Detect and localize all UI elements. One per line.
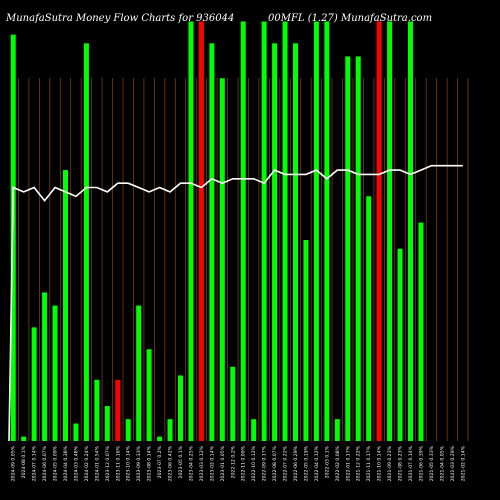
- bar: [198, 21, 204, 441]
- x-tick-label: 2023-04 0.25%: [188, 445, 194, 481]
- bar: [188, 21, 194, 441]
- bar: [355, 56, 361, 441]
- x-tick-label: 2022-06 0.29%: [293, 445, 299, 481]
- x-tick-label: 2023-12 0.07%: [105, 445, 111, 481]
- x-tick-label: 2021-09 0.23%: [387, 445, 393, 481]
- x-tick-label: 2024-05 0.09%: [53, 445, 59, 481]
- x-tick-label: 2021-11 0.17%: [366, 445, 372, 481]
- bar: [240, 21, 246, 441]
- bar: [376, 21, 382, 441]
- x-tick-label: 2022-02 0.08%: [335, 445, 341, 481]
- x-tick-label: 2021-03 0.29%: [450, 445, 456, 481]
- bar: [125, 419, 131, 441]
- x-tick-label: 2022-07 0.22%: [283, 445, 289, 481]
- chart-title: MunafaSutra Money Flow Charts for 936044…: [5, 13, 432, 24]
- x-tick-label: 2023-03 0.12%: [199, 445, 205, 481]
- money-flow-line: [8, 164, 463, 442]
- bar: [94, 379, 100, 441]
- bar: [146, 349, 152, 441]
- bar-series: [10, 21, 424, 442]
- bar: [167, 419, 173, 441]
- bar: [209, 43, 215, 442]
- x-tick-labels: 2024-09 0.05% 2024-08 0.1% 2024-07 0.14% 20…: [11, 445, 467, 481]
- x-tick-label: 2024-07 0.14%: [32, 445, 38, 481]
- x-tick-label: 2021-12 0.22%: [356, 445, 362, 481]
- x-tick-label: 2022-01 0.17%: [345, 445, 351, 481]
- x-tick-label: 2023-06 0.42%: [168, 445, 174, 481]
- x-tick-label: 2023-09 0.33%: [136, 445, 142, 481]
- x-tick-label: 2023-01 0.05%: [220, 445, 226, 481]
- bar: [261, 21, 267, 441]
- x-tick-label: 2023-11 0.16%: [115, 445, 121, 481]
- x-tick-label: 2021-05 0.33%: [429, 445, 435, 481]
- x-tick-label: 2021-02 0.14%: [460, 445, 466, 481]
- bar: [136, 305, 142, 441]
- bar: [31, 327, 37, 441]
- x-tick-label: 2021-06 0.39%: [418, 445, 424, 481]
- x-tick-label: 2022-12 0.2%: [230, 445, 236, 478]
- bar: [334, 419, 340, 441]
- x-tick-label: 2023-05 0.1%: [178, 445, 184, 478]
- bar: [397, 248, 403, 441]
- bar: [408, 21, 413, 441]
- bar: [63, 170, 68, 441]
- bar: [104, 406, 110, 441]
- bar: [10, 34, 16, 442]
- bar: [157, 436, 163, 441]
- x-tick-label: 2021-08 0.23%: [398, 445, 404, 481]
- x-tick-label: 2024-04 0.38%: [63, 445, 69, 481]
- bar: [324, 21, 330, 441]
- chart-title-left: MunafaSutra Money Flow Charts for 936044: [5, 13, 234, 24]
- x-tick-label: 2021-07 0.14%: [408, 445, 414, 481]
- x-tick-label: 2022-05 0.19%: [303, 445, 309, 481]
- bar: [21, 436, 27, 441]
- bar: [303, 239, 309, 441]
- bar: [313, 21, 319, 441]
- x-tick-label: 2024-09 0.05%: [11, 445, 17, 481]
- x-tick-label: 2024-01 0.54%: [94, 445, 100, 481]
- x-tick-label: 2022-04 0.12%: [314, 445, 320, 481]
- bar: [73, 423, 79, 441]
- x-tick-label: 2023-07 0.2%: [157, 445, 163, 478]
- bar: [178, 375, 183, 441]
- x-tick-label: 2024-08 0.1%: [21, 445, 27, 478]
- x-tick-label: 2021-04 0.05%: [439, 445, 445, 481]
- x-tick-label: 2022-09 0.17%: [262, 445, 268, 481]
- bar: [282, 21, 288, 441]
- x-tick-label: 2024-03 0.48%: [73, 445, 79, 481]
- x-tick-label: 2024-02 0.24%: [84, 445, 90, 481]
- x-tick-label: 2022-11 0.09%: [241, 445, 247, 481]
- bar: [251, 419, 257, 441]
- line-series: [8, 164, 463, 442]
- x-tick-label: 2024-06 0.07%: [42, 445, 48, 481]
- x-tick-label: 2022-08 0.07%: [272, 445, 278, 481]
- x-tick-label: 2023-10 0.14%: [126, 445, 132, 481]
- x-tick-label: 2023-02 0.14%: [209, 445, 215, 481]
- bar: [345, 56, 351, 441]
- bar: [230, 366, 236, 441]
- x-tick-label: 2022-10 0.12%: [251, 445, 257, 481]
- bar: [366, 196, 372, 441]
- bar: [219, 78, 225, 441]
- x-tick-label: 2023-08 0.14%: [147, 445, 153, 481]
- bar: [52, 305, 58, 441]
- x-tick-label: 2021-10 0.14%: [377, 445, 383, 481]
- bar: [272, 43, 278, 442]
- bar: [83, 43, 89, 442]
- x-tick-label: 2022-03 0.1%: [324, 445, 330, 478]
- bar: [42, 292, 48, 441]
- chart-title-right: 00MFL (1.27) MunafaSutra.com: [268, 13, 432, 24]
- bar: [293, 43, 298, 442]
- bar: [115, 379, 121, 441]
- bar: [418, 222, 424, 441]
- grid-lines: [18, 78, 469, 441]
- bar: [387, 21, 393, 441]
